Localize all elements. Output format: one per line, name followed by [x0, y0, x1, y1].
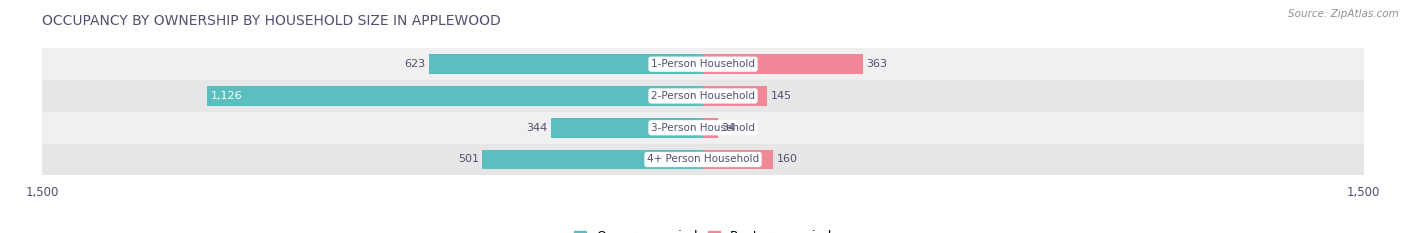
Text: 34: 34 [721, 123, 735, 133]
Text: 3-Person Household: 3-Person Household [651, 123, 755, 133]
Bar [551, 118, 703, 137]
Bar [482, 150, 703, 169]
Text: 363: 363 [866, 59, 887, 69]
Text: 2-Person Household: 2-Person Household [651, 91, 755, 101]
Text: 160: 160 [778, 154, 799, 164]
Text: 4+ Person Household: 4+ Person Household [647, 154, 759, 164]
Bar [42, 80, 1364, 112]
Text: 1,126: 1,126 [211, 91, 242, 101]
Bar [207, 86, 703, 106]
Text: 344: 344 [527, 123, 548, 133]
Text: 501: 501 [458, 154, 479, 164]
Bar [42, 112, 1364, 144]
Legend: Owner-occupied, Renter-occupied: Owner-occupied, Renter-occupied [568, 225, 838, 233]
Text: Source: ZipAtlas.com: Source: ZipAtlas.com [1288, 9, 1399, 19]
Bar [429, 54, 703, 74]
Bar [42, 144, 1364, 175]
Text: 1-Person Household: 1-Person Household [651, 59, 755, 69]
Text: 145: 145 [770, 91, 792, 101]
Text: 623: 623 [404, 59, 425, 69]
Bar [703, 86, 766, 106]
Bar [703, 150, 773, 169]
Bar [42, 48, 1364, 80]
Bar [703, 118, 718, 137]
Text: OCCUPANCY BY OWNERSHIP BY HOUSEHOLD SIZE IN APPLEWOOD: OCCUPANCY BY OWNERSHIP BY HOUSEHOLD SIZE… [42, 14, 501, 28]
Bar [703, 54, 863, 74]
